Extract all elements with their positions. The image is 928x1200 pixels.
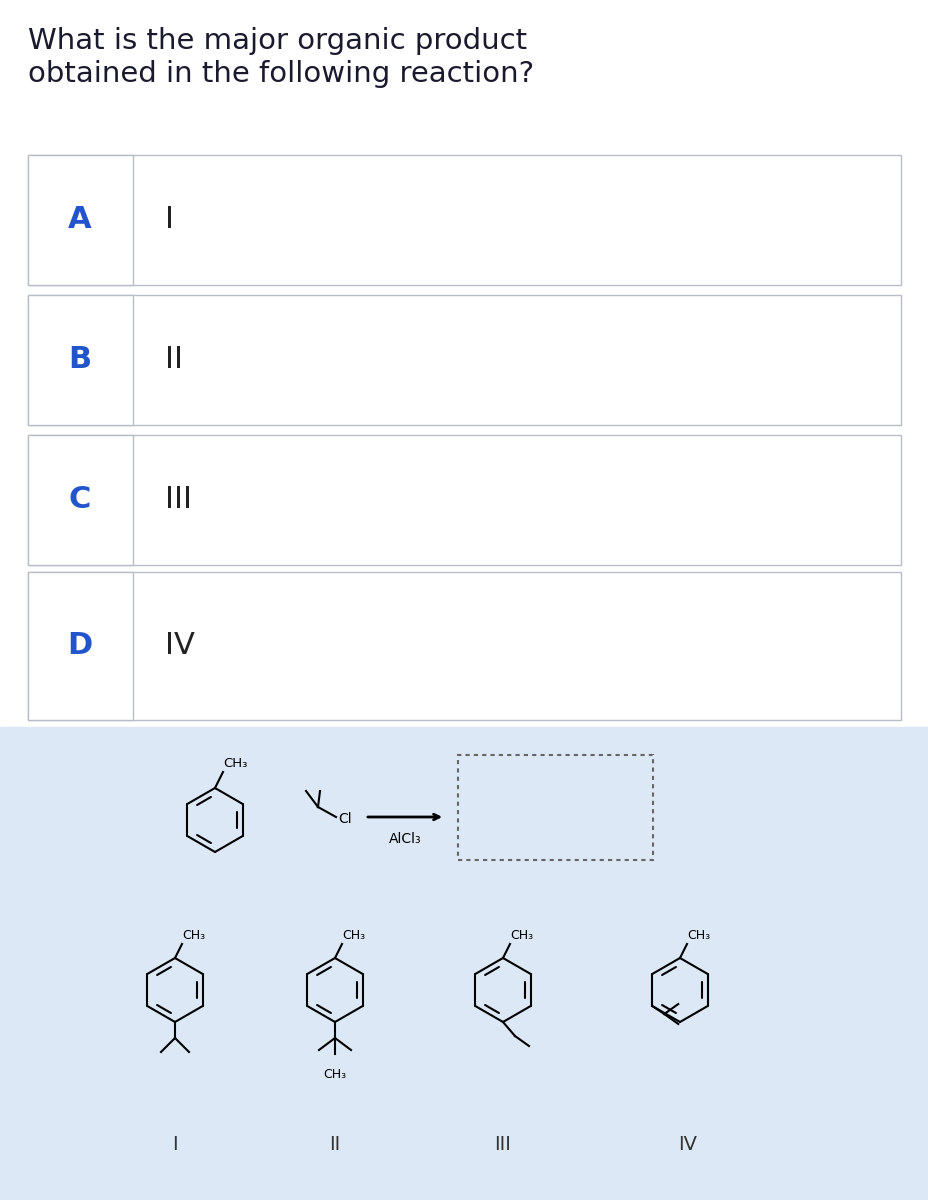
- Text: III: III: [494, 1135, 511, 1154]
- Text: CH₃: CH₃: [182, 929, 205, 942]
- Text: II: II: [329, 1135, 341, 1154]
- Text: I: I: [165, 205, 174, 234]
- Bar: [28, 155, 900, 284]
- Bar: [458, 755, 652, 860]
- Bar: [28, 572, 900, 720]
- Bar: [28, 295, 900, 425]
- Bar: [28, 434, 133, 565]
- Bar: [28, 434, 900, 565]
- Text: IV: IV: [677, 1135, 697, 1154]
- Text: obtained in the following reaction?: obtained in the following reaction?: [28, 60, 534, 88]
- Text: III: III: [165, 486, 192, 515]
- Text: CH₃: CH₃: [223, 757, 247, 770]
- Text: C: C: [69, 486, 91, 515]
- Text: CH₃: CH₃: [687, 929, 709, 942]
- Bar: [28, 155, 133, 284]
- Text: B: B: [69, 346, 92, 374]
- Text: A: A: [68, 205, 92, 234]
- Text: CH₃: CH₃: [509, 929, 533, 942]
- Text: CH₃: CH₃: [323, 1068, 346, 1081]
- Text: What is the major organic product: What is the major organic product: [28, 26, 526, 55]
- Bar: [28, 295, 133, 425]
- Text: Cl: Cl: [338, 812, 351, 826]
- Text: AlCl₃: AlCl₃: [388, 832, 421, 846]
- Bar: [0, 727, 928, 1200]
- Text: I: I: [172, 1135, 177, 1154]
- Text: II: II: [165, 346, 183, 374]
- Text: IV: IV: [165, 631, 195, 660]
- Text: D: D: [68, 631, 93, 660]
- Text: CH₃: CH₃: [342, 929, 365, 942]
- Bar: [28, 572, 133, 720]
